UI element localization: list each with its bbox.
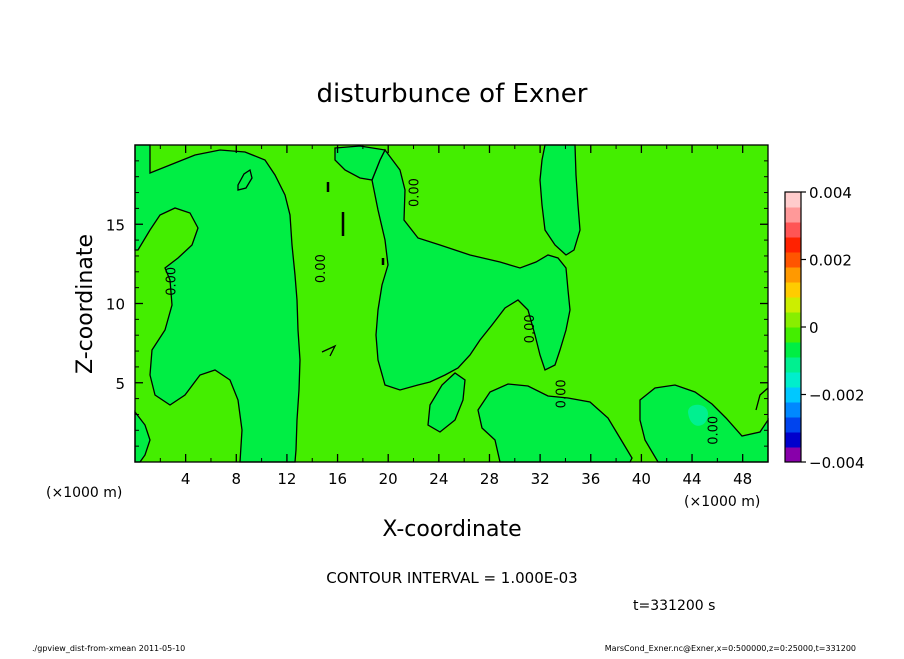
x-unit-right: (×1000 m) (684, 494, 760, 510)
x-axis-ticks: 4 8 12 16 20 24 28 32 36 40 44 48 (159, 145, 752, 488)
plot-area: 0.00 0.000.000.000.000.00 4 8 12 16 20 24 28 32 3… (106, 144, 769, 488)
colorbar (784, 191, 802, 463)
y-tick-label: 10 (106, 296, 125, 314)
colorbar-tick-label: 0.002 (809, 252, 852, 270)
y-axis-ticks: 5 10 15 (106, 160, 768, 447)
colorbar-segment (785, 387, 801, 403)
negative-region-lower-center (477, 383, 633, 463)
negative-region-upper-right (539, 144, 581, 256)
colorbar-segment (785, 432, 801, 448)
colorbar-segment (785, 252, 801, 268)
x-unit-left: (×1000 m) (46, 485, 122, 501)
x-tick-label: 28 (480, 470, 499, 488)
contour-interval-text: CONTOUR INTERVAL = 1.000E-03 (326, 569, 577, 587)
colorbar-segment (785, 207, 801, 223)
x-tick-label: 16 (328, 470, 347, 488)
colorbar-tick-label: 0.004 (809, 184, 852, 202)
x-tick-label: 12 (277, 470, 296, 488)
deep-negative-spot (688, 404, 708, 426)
contour-label: 0.00 (523, 314, 538, 343)
x-tick-label: 48 (733, 470, 752, 488)
colorbar-tick-label: −0.002 (809, 387, 865, 405)
footer-left: ./gpview_dist-from-xmean 2011-05-10 (32, 644, 185, 653)
y-axis-label: Z-coordinate (73, 234, 98, 374)
x-tick-label: 40 (632, 470, 651, 488)
time-text: t=331200 s (633, 598, 715, 614)
footer-right: MarsCond_Exner.nc@Exner,x=0:500000,z=0:2… (605, 644, 856, 653)
colorbar-segment (785, 282, 801, 298)
chart-title: disturbunce of Exner (317, 79, 588, 109)
colorbar-segment (785, 267, 801, 283)
colorbar-segment (785, 372, 801, 388)
colorbar-segment (785, 297, 801, 313)
contour-label: 0.00 (314, 254, 329, 283)
colorbar-segment (785, 237, 801, 253)
contour-small-loop (237, 168, 253, 191)
x-tick-label: 24 (429, 470, 448, 488)
x-tick-label: 44 (682, 470, 701, 488)
x-tick-label: 4 (181, 470, 191, 488)
colorbar-segment (785, 357, 801, 373)
negative-region-left (134, 144, 301, 463)
contour-label: 0.00 (408, 178, 423, 207)
colorbar-segment (785, 447, 801, 463)
colorbar-segment (785, 192, 801, 208)
y-tick-label: 5 (115, 375, 125, 393)
x-tick-label: 32 (531, 470, 550, 488)
colorbar-segment (785, 327, 801, 343)
colorbar-tick-label: −0.004 (809, 454, 865, 472)
negative-region-center (371, 148, 571, 391)
colorbar-segment (785, 342, 801, 358)
contour-labels: 0.00 0.00 0.00 0.00 0.00 0.00 (165, 178, 722, 445)
negative-region-small-oval (427, 372, 466, 433)
x-tick-label: 8 (232, 470, 242, 488)
colorbar-labels: 0.004 0.002 0 −0.002 −0.004 (801, 184, 865, 472)
colorbar-tick-label: 0 (809, 319, 819, 337)
x-tick-label: 36 (581, 470, 600, 488)
x-axis-label: X-coordinate (382, 517, 521, 542)
contour-tick-4 (321, 344, 337, 357)
x-tick-label: 20 (379, 470, 398, 488)
colorbar-segment (785, 222, 801, 238)
colorbar-segment (785, 312, 801, 328)
y-tick-label: 15 (106, 216, 125, 234)
contour-edge-right (755, 387, 769, 411)
colorbar-segment (785, 402, 801, 418)
contour-label: 0.00 (554, 379, 569, 408)
contour-label: 0.00 (165, 267, 180, 296)
contour-label: 0.00 (706, 416, 721, 445)
colorbar-segment (785, 417, 801, 433)
negative-region-top-center (334, 145, 386, 181)
